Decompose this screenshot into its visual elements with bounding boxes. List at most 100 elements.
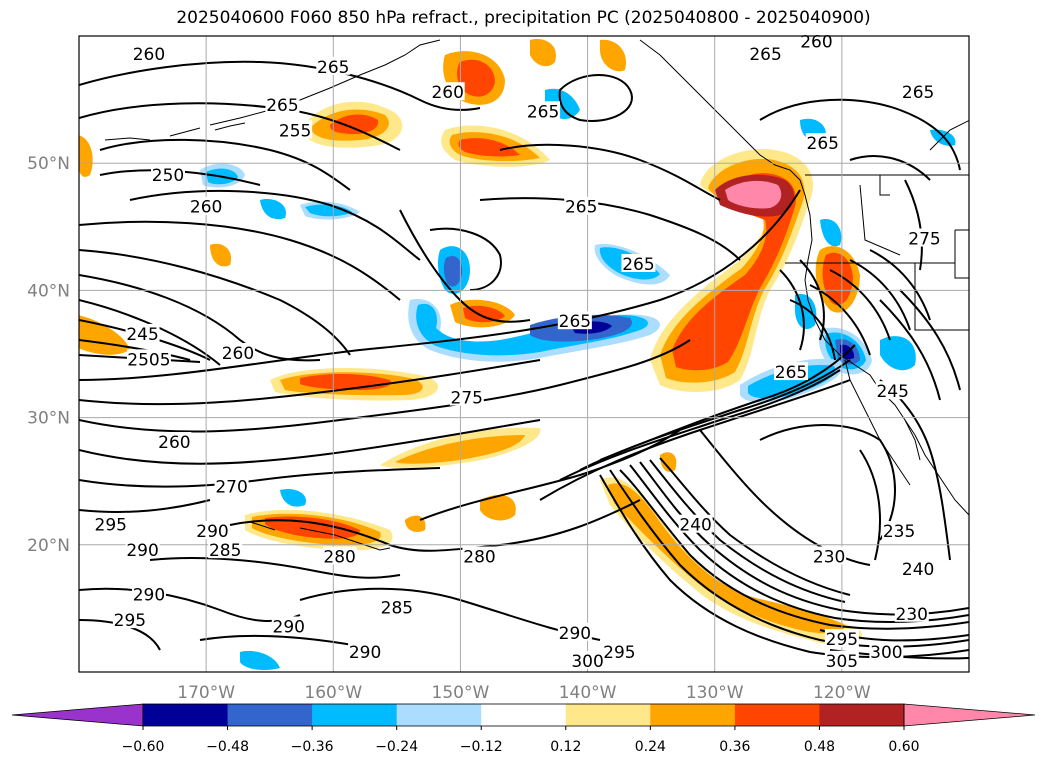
contour-label-bg (570, 650, 605, 669)
contour-label-bg (157, 432, 192, 451)
contour-label-bg (208, 540, 243, 559)
contour-label-bg (278, 120, 313, 139)
contour-label: 230 (896, 605, 928, 625)
contour-label: 290 (196, 522, 228, 542)
contour-label: 260 (222, 344, 254, 364)
contour-label-bg (316, 56, 351, 75)
colorbar-tick-label: 0.12 (550, 739, 581, 755)
contour-label: 290 (273, 617, 305, 637)
contour-label-bg (462, 546, 497, 565)
colorbar-segment (734, 704, 820, 726)
colorbar-extend-high (903, 703, 1036, 727)
lon-tick-label: 120°W (813, 683, 871, 703)
contour-label-bg (678, 514, 713, 533)
contour-label: 230 (813, 548, 845, 568)
contour-label: 240 (902, 560, 934, 580)
contour-label-bg (812, 546, 847, 565)
contour-label-bg (322, 546, 357, 565)
lon-tick-label: 130°W (686, 683, 744, 703)
contour-label-bg (131, 44, 166, 63)
contour-label-bg (195, 521, 230, 540)
lon-tick-label: 160°W (304, 683, 362, 703)
contour-label-bg (774, 362, 808, 381)
lon-tick-label: 150°W (432, 683, 490, 703)
contour-label: 260 (800, 32, 832, 52)
colorbar-segment (650, 704, 736, 726)
contour-labels: 260 265 265 255 260 250 260 265 265 260 265 265 265 2… (93, 31, 942, 672)
contour-label: 245 (876, 382, 908, 402)
colorbar-tick-label: 0.24 (635, 739, 666, 755)
contour-label: 265 (559, 312, 591, 332)
contour-label: 300 (870, 643, 902, 663)
colorbar-segment (143, 704, 229, 726)
colorbar-tick-labels: −0.60 −0.48 −0.36 −0.24 −0.12 0.12 0.24 0.36 0.4… (122, 726, 920, 755)
boundary-lines (785, 174, 969, 331)
contour-label: 300 (571, 652, 603, 672)
contour-label-bg (894, 603, 929, 622)
lon-tick-label: 140°W (559, 683, 617, 703)
contour-label-bg (557, 311, 592, 330)
colorbar-segment (396, 704, 482, 726)
contour-label-bg (526, 101, 561, 120)
contour-label-bg (125, 540, 160, 559)
contour-label: 245 (126, 325, 158, 345)
contour-label: 265 (317, 58, 349, 78)
contour-label: 260 (133, 45, 165, 65)
contour-label-bg (901, 559, 936, 578)
contour-label-bg (214, 476, 249, 495)
lat-tick-label: 20°N (27, 536, 70, 556)
contour-label-bg (93, 514, 128, 533)
contour-label: 240 (679, 516, 711, 536)
contour-label: 265 (749, 45, 781, 65)
contour-label-bg (882, 521, 917, 540)
contour-label: 260 (190, 198, 222, 218)
colorbar-tick-label: −0.60 (122, 739, 165, 755)
contour-label-bg (265, 94, 300, 113)
contour-label-bg (557, 622, 592, 641)
contour-label: 265 (527, 102, 559, 122)
contour-label-bg (125, 323, 160, 342)
contour-label: 290 (126, 541, 158, 561)
contour-label-bg (907, 228, 942, 247)
contour-label-bg (824, 650, 859, 669)
contour-label-bg (430, 82, 465, 101)
contour-label-bg (602, 641, 637, 660)
colorbar-segment (819, 704, 905, 726)
contour-label-bg (348, 641, 383, 660)
map-frame (78, 35, 970, 673)
contour-label-bg (189, 196, 224, 215)
contour-label: 280 (323, 548, 355, 568)
contour-label: 255 (279, 121, 311, 141)
contour-label-bg (126, 349, 171, 368)
contour-label-bg (824, 629, 859, 648)
contour-label: 265 (902, 83, 934, 103)
contour-label: 260 (158, 433, 190, 453)
colorbar-segment (565, 704, 651, 726)
latitude-tick-labels: 20°N 30°N 40°N 50°N (27, 154, 70, 556)
contour-label: 290 (133, 586, 165, 606)
colorbar-segment (481, 704, 567, 726)
contour-label: 285 (381, 598, 413, 618)
contour-label-bg (151, 164, 185, 183)
map-content (79, 39, 969, 670)
contour-label: 265 (775, 363, 807, 383)
contour-label: 235 (883, 522, 915, 542)
contour-label: 265 (266, 96, 298, 116)
refractivity-contours (79, 60, 969, 660)
contour-label: 305 (826, 652, 858, 672)
contour-label: 280 (463, 548, 495, 568)
contour-label: 290 (349, 643, 381, 663)
contour-label-bg (901, 82, 936, 101)
colorbar-tick-label: −0.24 (375, 739, 418, 755)
contour-label: 250 (152, 166, 184, 186)
colorbar-segment (227, 704, 313, 726)
colorbar-segment (312, 704, 398, 726)
contour-label-bg (271, 616, 306, 635)
contour-label: 265 (807, 134, 839, 154)
contour-label: 265 (622, 255, 654, 275)
contour-label: 265 (565, 198, 597, 218)
colorbar-tick-label: −0.12 (460, 739, 503, 755)
figure-title: 2025040600 F060 850 hPa refract., precip… (176, 8, 871, 28)
contour-label: 2505 (127, 350, 170, 370)
